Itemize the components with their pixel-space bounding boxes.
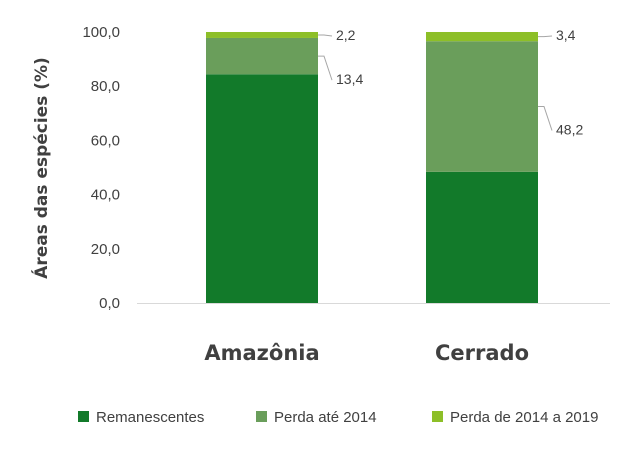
y-tick-label: 80,0 [91,78,120,95]
legend-label: Perda até 2014 [274,409,377,426]
bars [206,32,538,303]
category-label: Cerrado [435,341,529,365]
data-label-leader [538,35,553,38]
data-label: 13,4 [336,71,363,87]
bar-segment [426,171,538,303]
bar-segment [426,41,538,172]
bar-segment [206,74,318,303]
legend-label: Perda de 2014 a 2019 [450,409,598,426]
data-label: 3,4 [556,27,576,43]
y-tick-label: 0,0 [99,295,120,312]
bar-segment [206,32,318,38]
legend-swatch [432,411,443,422]
bar-segment [426,32,538,42]
category-labels: Amazônia Cerrado [204,341,529,365]
legend-swatch [78,411,89,422]
bar-segment [206,37,318,75]
y-axis: 0,0 20,0 40,0 60,0 80,0 100,0 [82,24,610,312]
y-axis-label: Áreas das espécies (%) [30,57,52,279]
legend: Remanescentes Perda até 2014 Perda de 2014… [78,409,598,426]
legend-label: Remanescentes [96,409,204,426]
y-tick-label: 20,0 [91,241,120,258]
legend-swatch [256,411,267,422]
data-labels: 13,4 2,2 48,2 3,4 [318,27,583,138]
data-label-leader [318,34,333,37]
data-label: 48,2 [556,122,583,138]
y-tick-label: 100,0 [82,24,120,41]
data-label: 2,2 [336,27,356,43]
data-label-leader [538,106,553,131]
category-label: Amazônia [204,341,319,365]
y-tick-label: 60,0 [91,132,120,149]
y-tick-label: 40,0 [91,187,120,204]
data-label-leader [318,55,333,81]
